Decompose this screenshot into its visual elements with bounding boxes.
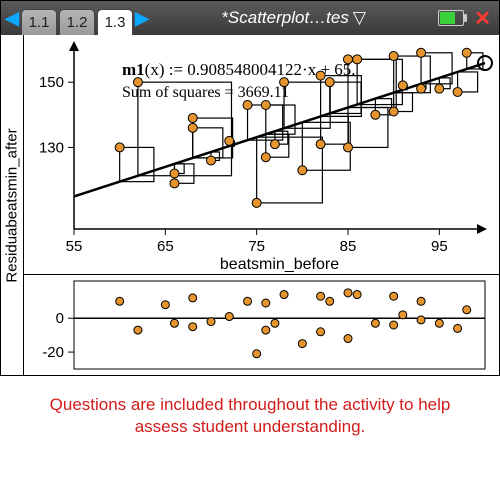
svg-text:150: 150 [39,74,64,91]
tab-1-3[interactable]: 1.3 [97,9,133,35]
prev-page-arrow[interactable]: ◀ [5,8,19,29]
titlebar: ◀ 1.11.21.3 ▶ *Scatterplot…tes▽ ✕ [1,1,499,35]
close-icon[interactable]: ✕ [470,6,495,31]
svg-text:95: 95 [431,238,448,255]
tab-strip: 1.11.21.3 [21,1,133,35]
svg-text:130: 130 [39,139,64,156]
calculator-device: ◀ 1.11.21.3 ▶ *Scatterplot…tes▽ ✕ Residu… [0,0,500,376]
svg-text:55: 55 [66,238,83,255]
svg-text:Sum of squares = 3669.11: Sum of squares = 3669.11 [122,84,289,101]
next-page-arrow[interactable]: ▶ [135,8,149,29]
document-title: *Scatterplot…tes▽ [149,8,438,28]
tab-1-2[interactable]: 1.2 [59,9,95,35]
svg-text:85: 85 [340,238,357,255]
svg-text:m1(x) := 0.908548004122·x + 65: m1(x) := 0.908548004122·x + 65. [122,60,356,79]
scatter-plot[interactable]: 55 65 75 85 95 130 150 beatsmin_before m1(x) := … [24,35,500,275]
svg-text:75: 75 [248,238,265,255]
doc-menu-dropdown-icon[interactable]: ▽ [353,8,366,27]
svg-text:0: 0 [56,311,64,328]
svg-text:65: 65 [157,238,174,255]
svg-text:-20: -20 [42,344,64,361]
battery-icon [438,10,464,26]
residual-plot[interactable]: -20 0 [24,275,500,375]
y-axis-label: Residuabeatsmin_after [4,128,21,282]
svg-text:beatsmin_before: beatsmin_before [220,256,339,273]
caption-text: Questions are included throughout the ac… [0,376,500,438]
y-axis-label-strip: Residuabeatsmin_after [1,35,24,375]
tab-1-1[interactable]: 1.1 [21,9,57,35]
screen: Residuabeatsmin_after 55 65 75 85 95 130 150 be… [1,35,499,375]
